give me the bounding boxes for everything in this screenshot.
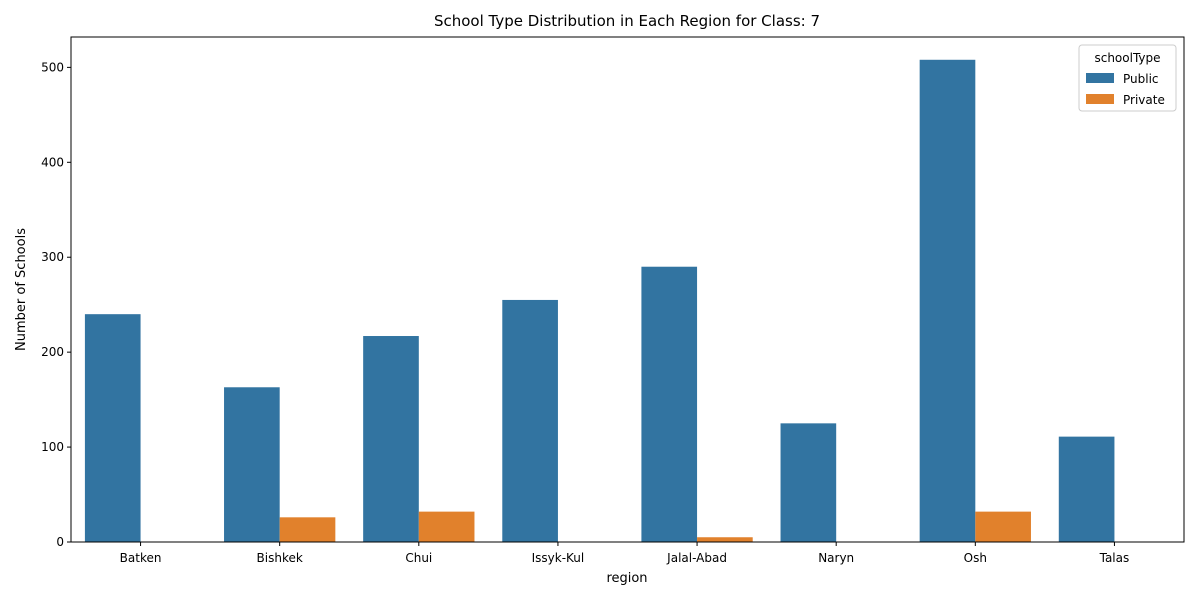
legend-label-public: Public	[1123, 72, 1159, 86]
legend-swatch-public	[1086, 73, 1114, 83]
bar-public-chui	[363, 336, 419, 542]
bar-private-jalal-abad	[697, 537, 753, 542]
bar-public-batken	[84, 314, 141, 542]
bar-public-talas	[1058, 436, 1115, 542]
y-tick-label: 400	[41, 155, 64, 169]
legend-label-private: Private	[1123, 93, 1165, 107]
y-tick-label: 500	[41, 60, 64, 74]
bar-private-bishkek	[279, 517, 336, 542]
x-tick-label: Issyk-Kul	[532, 551, 585, 565]
y-tick-label: 100	[41, 440, 64, 454]
x-tick-label: Talas	[1099, 551, 1130, 565]
bar-public-jalal-abad	[641, 266, 698, 542]
plot-area: Batken Bishkek Chui Issyk-Kul Jalal-Abad Nary…	[41, 59, 1130, 565]
legend: schoolType Public Private	[1078, 44, 1177, 112]
plot-frame	[70, 36, 1185, 543]
x-tick-label: Naryn	[818, 551, 854, 565]
x-tick-label: Chui	[405, 551, 432, 565]
y-axis-label: Number of Schools	[14, 228, 29, 351]
chart-title: School Type Distribution in Each Region …	[434, 12, 820, 30]
bar-public-issyk-kul	[502, 299, 558, 542]
x-tick-label: Batken	[120, 551, 162, 565]
x-tick-label: Osh	[964, 551, 987, 565]
x-tick-label: Bishkek	[257, 551, 303, 565]
y-tick-label: 300	[41, 250, 64, 264]
bar-public-naryn	[780, 423, 837, 542]
legend-title: schoolType	[1094, 51, 1160, 65]
bar-private-chui	[418, 511, 475, 542]
legend-swatch-private	[1086, 94, 1114, 104]
bar-public-osh	[919, 59, 976, 543]
x-tick-label: Jalal-Abad	[666, 551, 727, 565]
y-tick-label: 0	[56, 535, 64, 549]
y-tick-label: 200	[41, 345, 64, 359]
bar-private-osh	[975, 511, 1031, 542]
x-axis-label: region	[606, 571, 647, 586]
bar-public-bishkek	[224, 387, 280, 542]
